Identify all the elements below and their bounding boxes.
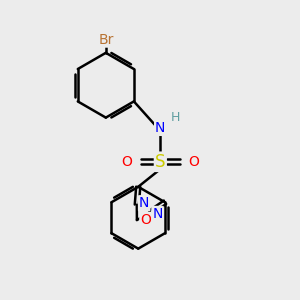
Text: H: H (171, 111, 180, 124)
Text: N: N (152, 207, 163, 221)
Text: S: S (155, 153, 166, 171)
Text: Br: Br (98, 33, 113, 46)
Text: O: O (122, 155, 133, 169)
Text: N: N (155, 121, 166, 135)
Text: N: N (139, 196, 149, 210)
Text: O: O (188, 155, 199, 169)
Text: O: O (140, 213, 151, 227)
